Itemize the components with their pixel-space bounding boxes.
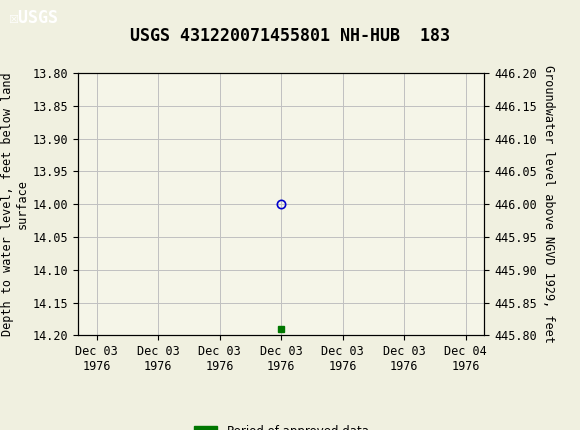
Legend: Period of approved data: Period of approved data: [189, 420, 374, 430]
Y-axis label: Depth to water level, feet below land
surface: Depth to water level, feet below land su…: [1, 72, 29, 336]
Text: USGS 431220071455801 NH-HUB  183: USGS 431220071455801 NH-HUB 183: [130, 27, 450, 45]
Y-axis label: Groundwater level above NGVD 1929, feet: Groundwater level above NGVD 1929, feet: [542, 65, 555, 343]
Text: ☒USGS: ☒USGS: [9, 9, 59, 27]
